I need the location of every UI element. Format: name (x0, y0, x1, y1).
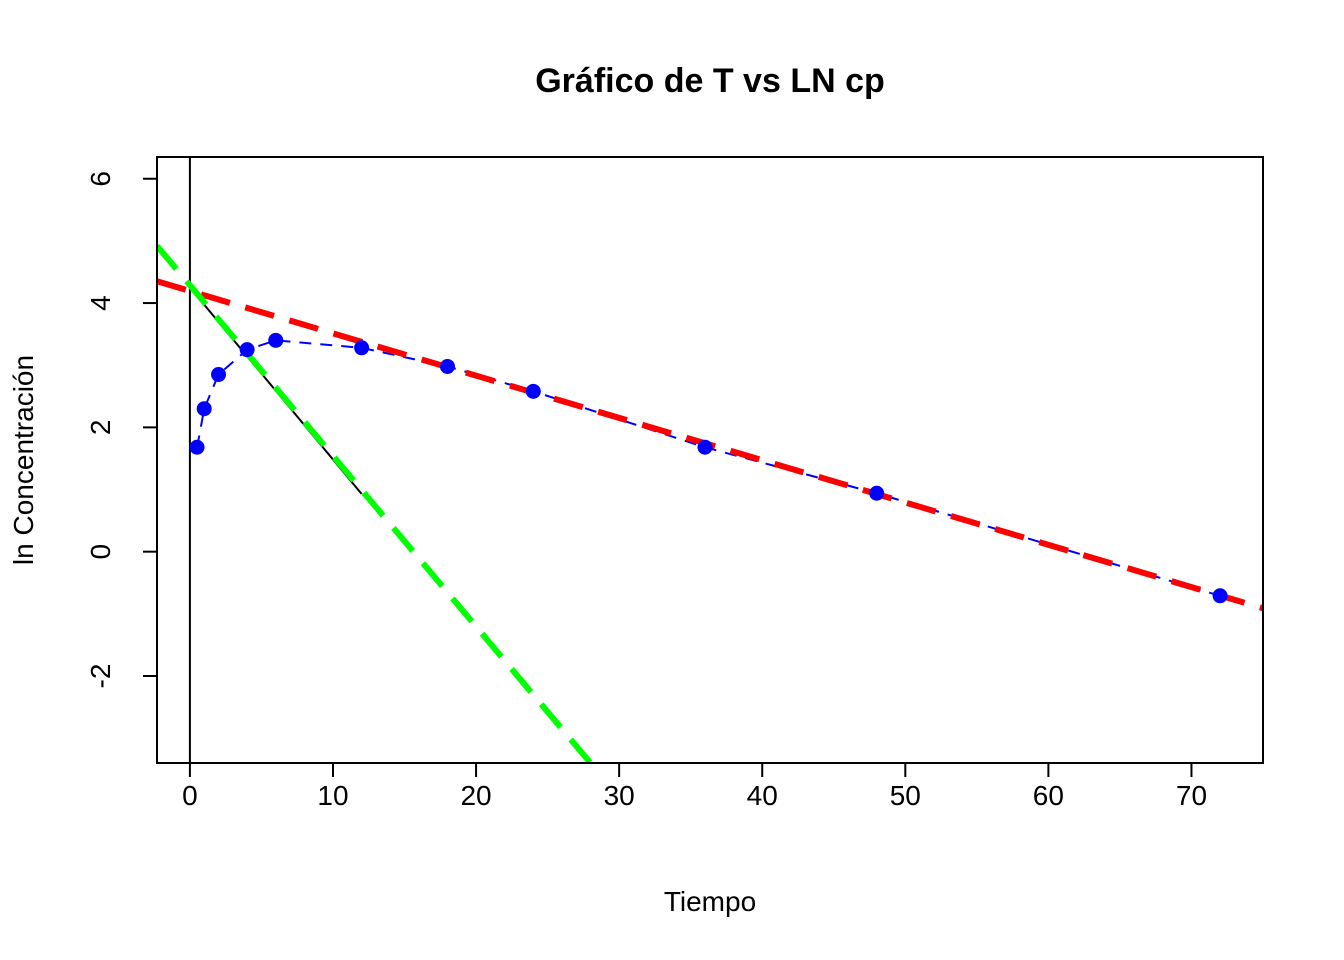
x-tick-label: 30 (604, 780, 635, 811)
axes: 0 10 20 30 40 50 60 70 -2 0 2 4 6 (85, 171, 1207, 811)
data-point (268, 332, 284, 348)
data-point (211, 367, 227, 383)
data-point (439, 358, 455, 374)
y-tick-label: 4 (85, 295, 116, 311)
x-tick-label: 20 (460, 780, 491, 811)
x-tick-label: 0 (182, 780, 198, 811)
data-point (697, 439, 713, 455)
series-line-4 (157, 243, 593, 763)
x-tick-label: 70 (1176, 780, 1207, 811)
data-point (869, 485, 885, 501)
plot-frame (156, 156, 1264, 764)
x-tick-label: 60 (1033, 780, 1064, 811)
data-point (1212, 588, 1228, 604)
data-point (354, 340, 370, 356)
x-tick-label: 10 (317, 780, 348, 811)
series-line-1 (196, 339, 1221, 597)
x-tick-label: 50 (890, 780, 921, 811)
y-tick-label: 6 (85, 171, 116, 187)
data-point (189, 439, 205, 455)
x-tick-label: 40 (747, 780, 778, 811)
data-point (196, 401, 212, 417)
y-tick-label: 0 (85, 544, 116, 560)
y-tick-label: -2 (85, 664, 116, 689)
x-axis-label: Tiempo (664, 886, 756, 917)
plot-area (157, 157, 1263, 763)
y-tick-label: 2 (85, 420, 116, 436)
chart-title: Gráfico de T vs LN cp (535, 62, 885, 100)
data-point (525, 383, 541, 399)
y-axis-label: ln Concentración (8, 355, 39, 565)
data-point (239, 342, 255, 358)
